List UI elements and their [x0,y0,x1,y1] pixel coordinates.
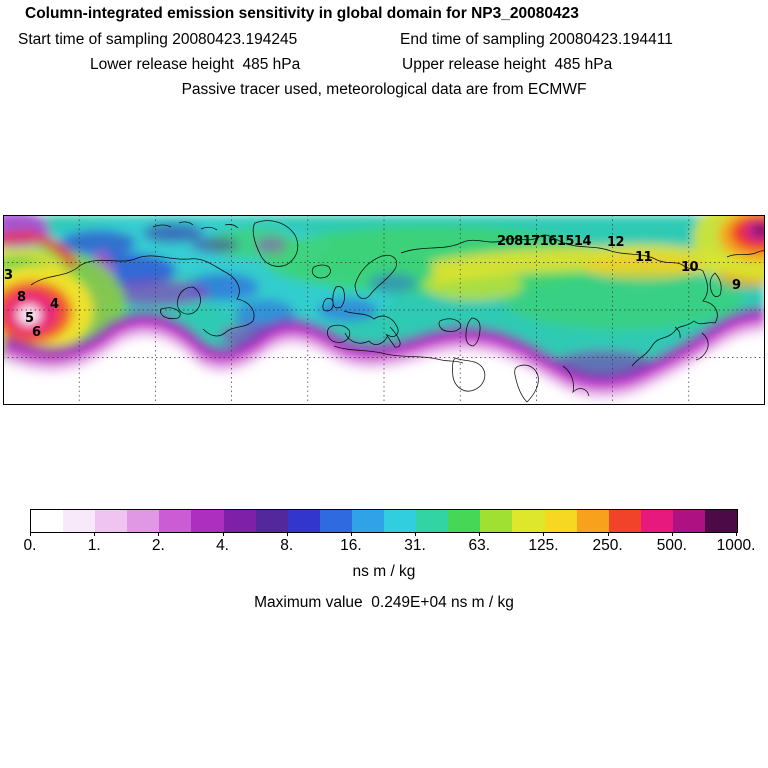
colorbar-tick-label: 16. [340,537,362,554]
trajectory-point-label: 9 [732,278,741,293]
upper-release-text: Upper release height 485 hPa [402,56,613,73]
colorbar-units-label: ns m / kg [352,563,416,580]
colorbar-tick [350,532,352,536]
colorbar-tick [671,532,673,536]
trajectory-point-label: 6 [32,325,41,340]
colorbar-segment [384,510,417,532]
trajectory-point-label: 12 [607,235,624,250]
colorbar-tick-label: 0. [23,537,37,554]
max-value-text: Maximum value 0.249E+04 ns m / kg [254,594,514,611]
colorbar-tick [158,532,160,536]
colorbar-tick-label: 2. [151,537,165,554]
lower-release-text: Lower release height 485 hPa [90,56,301,73]
colorbar-tick [222,532,224,536]
colorbar-tick-label: 31. [404,537,426,554]
map-svg: 38 4 56 20817161514 12 11 10 9 [3,215,765,405]
colorbar-segment [63,510,96,532]
colorbar-tick [286,532,288,536]
colorbar-segment [127,510,160,532]
tracer-info-text: Passive tracer used, meteorological data… [181,81,587,98]
colorbar-segment [31,510,64,532]
colorbar-segment [223,510,256,532]
colorbar-segment [319,510,352,532]
colorbar-segment [159,510,192,532]
colorbar-tick-label: 500. [656,537,687,554]
colorbar-tick-label: 125. [528,537,559,554]
trajectory-point-label: 20817161514 [497,234,591,249]
colorbar-segment [191,510,224,532]
colorbar-segment [95,510,128,532]
colorbar-segment [608,510,641,532]
trajectory-point-label: 3 [4,268,13,283]
colorbar-segment [255,510,288,532]
graticule-grid [3,215,765,405]
colorbar-tick [479,532,481,536]
colorbar-tick-label: 1000. [716,537,756,554]
colorbar-tick-label: 4. [216,537,229,554]
trajectory-point-label: 8 [17,290,26,305]
start-time-text: Start time of sampling 20080423.194245 [18,31,298,48]
colorbar-tick-label: 63. [468,537,491,554]
colorbar-scale: 0. 1. 2. 4. 8. 16. 31. 63. 125. 250. 500. 1000. [24,532,755,558]
colorbar-segment [287,510,320,532]
colorbar-tick-label: 1. [87,537,101,554]
colorbar-tick [415,532,417,536]
sensitivity-map: 3 8 4 5 6 20817161514 12 11 10 9 [3,215,765,405]
sensitivity-field [3,215,765,400]
page-title: Column-integrated emission sensitivity i… [25,5,579,22]
colorbar-segment [480,510,513,532]
colorbar-segment [512,510,545,532]
colorbar-tick [94,532,96,536]
colorbar-segment [640,510,673,532]
trajectory-labels: 38 4 56 20817161514 12 11 10 9 [4,234,742,340]
trajectory-point-label: 10 [681,260,699,275]
map-border [3,215,765,405]
colorbar-tick-label: 8. [280,537,294,554]
colorbar-segment [704,510,738,532]
colorbar-tick [607,532,609,536]
trajectory-point-label: 11 [635,250,653,265]
colorbar-segment [448,510,481,532]
colorbar-segment [672,510,705,532]
colorbar-tick [543,532,545,536]
colorbar-segment [576,510,609,532]
colorbar-tick [736,532,737,536]
colorbar [30,509,738,533]
trajectory-point-label: 4 [50,297,59,312]
colorbar-segment [416,510,449,532]
trajectory-point-label: 5 [25,311,34,326]
colorbar-segment [544,510,577,532]
colorbar-tick [30,532,31,536]
colorbar-segment [351,510,385,532]
colorbar-tick-label: 250. [592,537,623,554]
end-time-text: End time of sampling 20080423.194411 [400,31,673,48]
